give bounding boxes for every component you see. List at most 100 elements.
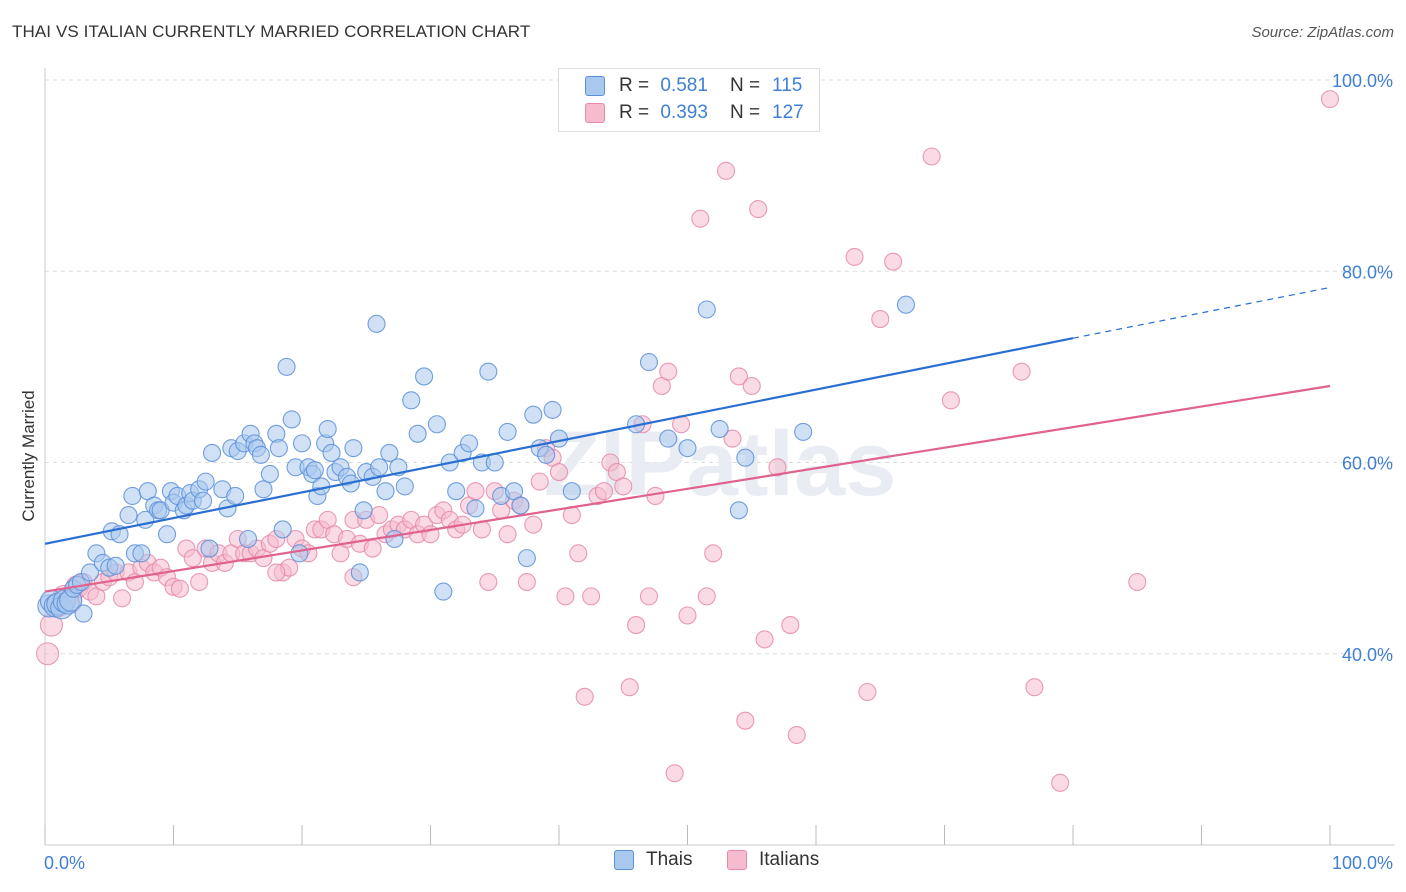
- italians-point: [569, 544, 588, 563]
- chart-title: THAI VS ITALIAN CURRENTLY MARRIED CORREL…: [12, 22, 531, 41]
- thais-point: [254, 480, 273, 499]
- italians-point: [941, 391, 960, 410]
- italians-point: [742, 376, 761, 396]
- thais-point: [251, 445, 270, 464]
- legend-label-thais: Thais: [646, 849, 693, 870]
- thais-point: [498, 422, 517, 441]
- italians-point: [627, 616, 646, 635]
- r-value: 0.393: [660, 102, 708, 123]
- source-label: Source: ZipAtlas.com: [1251, 24, 1394, 41]
- thais-point: [123, 486, 142, 506]
- legend-row-italians: R = 0.393 N = 127: [585, 100, 804, 126]
- italians-point: [755, 630, 774, 649]
- italians-point: [556, 587, 575, 606]
- thais-point: [479, 362, 498, 381]
- thais-point: [380, 443, 399, 462]
- y-tick-label: 80.0%: [1342, 262, 1393, 282]
- italians-point: [170, 579, 189, 598]
- thais-point: [238, 529, 258, 549]
- italians-point: [704, 544, 723, 563]
- r-label: R =: [619, 102, 650, 123]
- thais-point: [290, 544, 309, 563]
- thais-trendline: [44, 337, 1074, 545]
- x-tick-label: 0.0%: [44, 853, 85, 873]
- italians-point: [549, 463, 569, 482]
- thais-point: [385, 529, 404, 549]
- italians-point: [678, 606, 697, 625]
- thais-point: [350, 563, 369, 582]
- italians-point: [524, 515, 543, 534]
- italians-point: [498, 525, 517, 544]
- thais-point: [269, 439, 288, 458]
- italians-point: [768, 458, 787, 477]
- r-label: R =: [619, 75, 650, 96]
- thais-point: [370, 458, 389, 477]
- italians-point: [620, 678, 639, 697]
- italians-point: [1051, 773, 1070, 792]
- italians-series: [36, 90, 1340, 792]
- bottom-legend-thais[interactable]: Thais: [614, 849, 692, 871]
- thais-point: [896, 295, 916, 314]
- n-label: N =: [729, 75, 761, 96]
- thais-point: [415, 367, 434, 386]
- italians-point: [517, 572, 536, 592]
- italians-point: [659, 362, 678, 381]
- italians-point: [113, 589, 132, 608]
- italians-point: [697, 587, 716, 606]
- italians-point: [729, 367, 748, 386]
- italians-point: [723, 429, 742, 448]
- thais-point: [639, 353, 659, 372]
- thais-swatch: [614, 850, 634, 870]
- r-value: 0.581: [660, 75, 708, 96]
- y-tick-label: 100.0%: [1332, 71, 1393, 91]
- italians-point: [845, 247, 864, 266]
- italians-point: [466, 482, 485, 501]
- italians-point: [691, 209, 710, 228]
- italians-point: [614, 477, 633, 496]
- x-tick-label: 100.0%: [1332, 853, 1393, 873]
- thais-point: [196, 472, 215, 491]
- n-value: 127: [772, 102, 804, 123]
- thais-point: [427, 415, 446, 434]
- thais-point: [395, 477, 414, 496]
- thais-point: [74, 604, 93, 623]
- axes: [44, 68, 1395, 846]
- thais-point: [710, 419, 729, 439]
- italians-point: [370, 506, 389, 525]
- tick-labels: 40.0% 60.0% 80.0% 100.0% 0.0% 100.0%: [44, 71, 1393, 873]
- thais-trendline-extension: [1072, 286, 1331, 339]
- thais-point: [80, 563, 100, 582]
- thais-point: [273, 520, 292, 539]
- italians-point: [267, 563, 286, 582]
- italians-point: [363, 539, 382, 558]
- thais-point: [434, 582, 453, 601]
- italians-point: [639, 587, 659, 606]
- y-tick-label: 40.0%: [1342, 645, 1393, 665]
- thais-point: [511, 496, 530, 515]
- italians-point: [1320, 90, 1340, 109]
- thais-point: [367, 314, 386, 333]
- thais-point: [344, 439, 363, 458]
- y-tick-label: 60.0%: [1342, 454, 1393, 474]
- thais-point: [485, 453, 504, 472]
- thais-point: [678, 439, 697, 458]
- thais-point: [226, 486, 245, 506]
- italians-point: [479, 572, 498, 592]
- thais-point: [466, 499, 485, 518]
- italians-trendline: [44, 384, 1331, 593]
- italians-point: [716, 161, 736, 180]
- italians-point: [582, 587, 601, 606]
- thais-point: [354, 501, 373, 520]
- italians-point: [1128, 572, 1147, 592]
- thais-point: [447, 482, 466, 501]
- thais-point: [106, 556, 125, 575]
- thais-point: [158, 525, 177, 544]
- italians-swatch: [585, 103, 605, 123]
- n-value: 115: [772, 75, 803, 96]
- legend-row-thais: R = 0.581 N = 115: [585, 73, 802, 99]
- thais-point: [562, 482, 581, 501]
- bottom-legend-italians[interactable]: Italians: [727, 849, 819, 871]
- italians-point: [1012, 362, 1031, 381]
- n-label: N =: [729, 102, 761, 123]
